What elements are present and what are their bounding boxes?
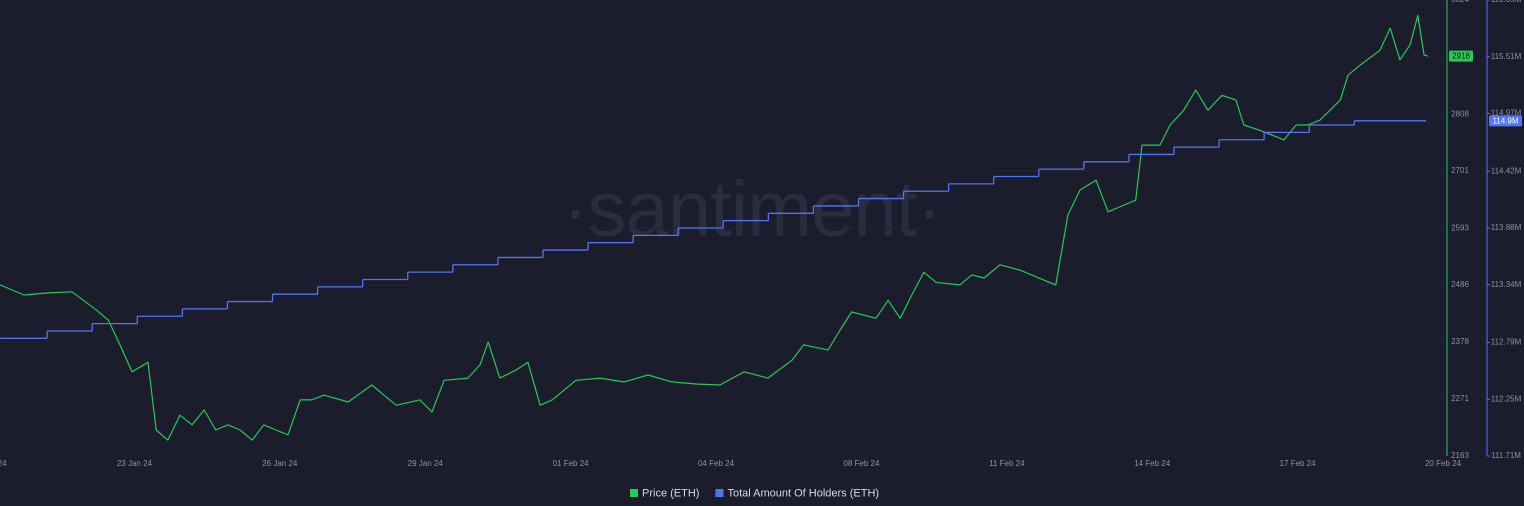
- x-tick-label: 17 Feb 24: [1280, 459, 1317, 468]
- y-tick-label: 2271: [1451, 394, 1469, 403]
- y2-tick-label: 112.79M: [1491, 338, 1522, 347]
- end-value-badge: [1449, 50, 1473, 62]
- y2-tick-label: 113.34M: [1491, 280, 1522, 289]
- y2-tick-label: 116.05M: [1491, 0, 1522, 4]
- x-tick-label: 20 Feb 24: [1425, 459, 1462, 468]
- y2-tick-label: 111.71M: [1491, 451, 1521, 460]
- x-tick-label: 14 Feb 24: [1134, 459, 1171, 468]
- end-value-label: 2918: [1452, 52, 1470, 61]
- y-tick-label: 2378: [1451, 337, 1469, 346]
- y2-tick-label: 113.88M: [1491, 223, 1522, 232]
- legend-swatch: [715, 489, 724, 497]
- y-tick-label: 2701: [1451, 166, 1469, 175]
- x-tick-label: 04 Feb 24: [698, 459, 735, 468]
- y-tick-label: 2593: [1451, 223, 1469, 232]
- x-tick-label: 08 Feb 24: [843, 459, 880, 468]
- price-line: [0, 14, 1429, 441]
- y-tick-label: 2808: [1451, 110, 1469, 119]
- legend-swatch: [630, 489, 638, 497]
- y-tick-label: 2163: [1451, 451, 1469, 460]
- end-value-label: 114.9M: [1492, 116, 1518, 125]
- end-value-badge: [1489, 115, 1522, 127]
- x-tick-label: 19 Jan 24: [0, 459, 7, 468]
- y2-tick-label: 114.42M: [1491, 166, 1522, 175]
- legend-label: Price (ETH): [642, 487, 699, 499]
- y2-tick-label: 112.25M: [1491, 394, 1522, 403]
- x-tick-label: 26 Jan 24: [262, 459, 298, 468]
- y-tick-label: 2486: [1451, 280, 1469, 289]
- y-tick-label: 3024: [1451, 0, 1469, 4]
- y2-tick-label: 115.51M: [1491, 52, 1522, 61]
- x-tick-label: 01 Feb 24: [553, 459, 590, 468]
- x-tick-label: 29 Jan 24: [408, 459, 444, 468]
- x-tick-label: 11 Feb 24: [989, 459, 1025, 468]
- legend-label: Total Amount Of Holders (ETH): [727, 487, 879, 499]
- watermark: ·santiment·: [562, 165, 941, 253]
- y2-tick-label: 114.97M: [1491, 109, 1522, 118]
- x-tick-label: 23 Jan 24: [117, 459, 153, 468]
